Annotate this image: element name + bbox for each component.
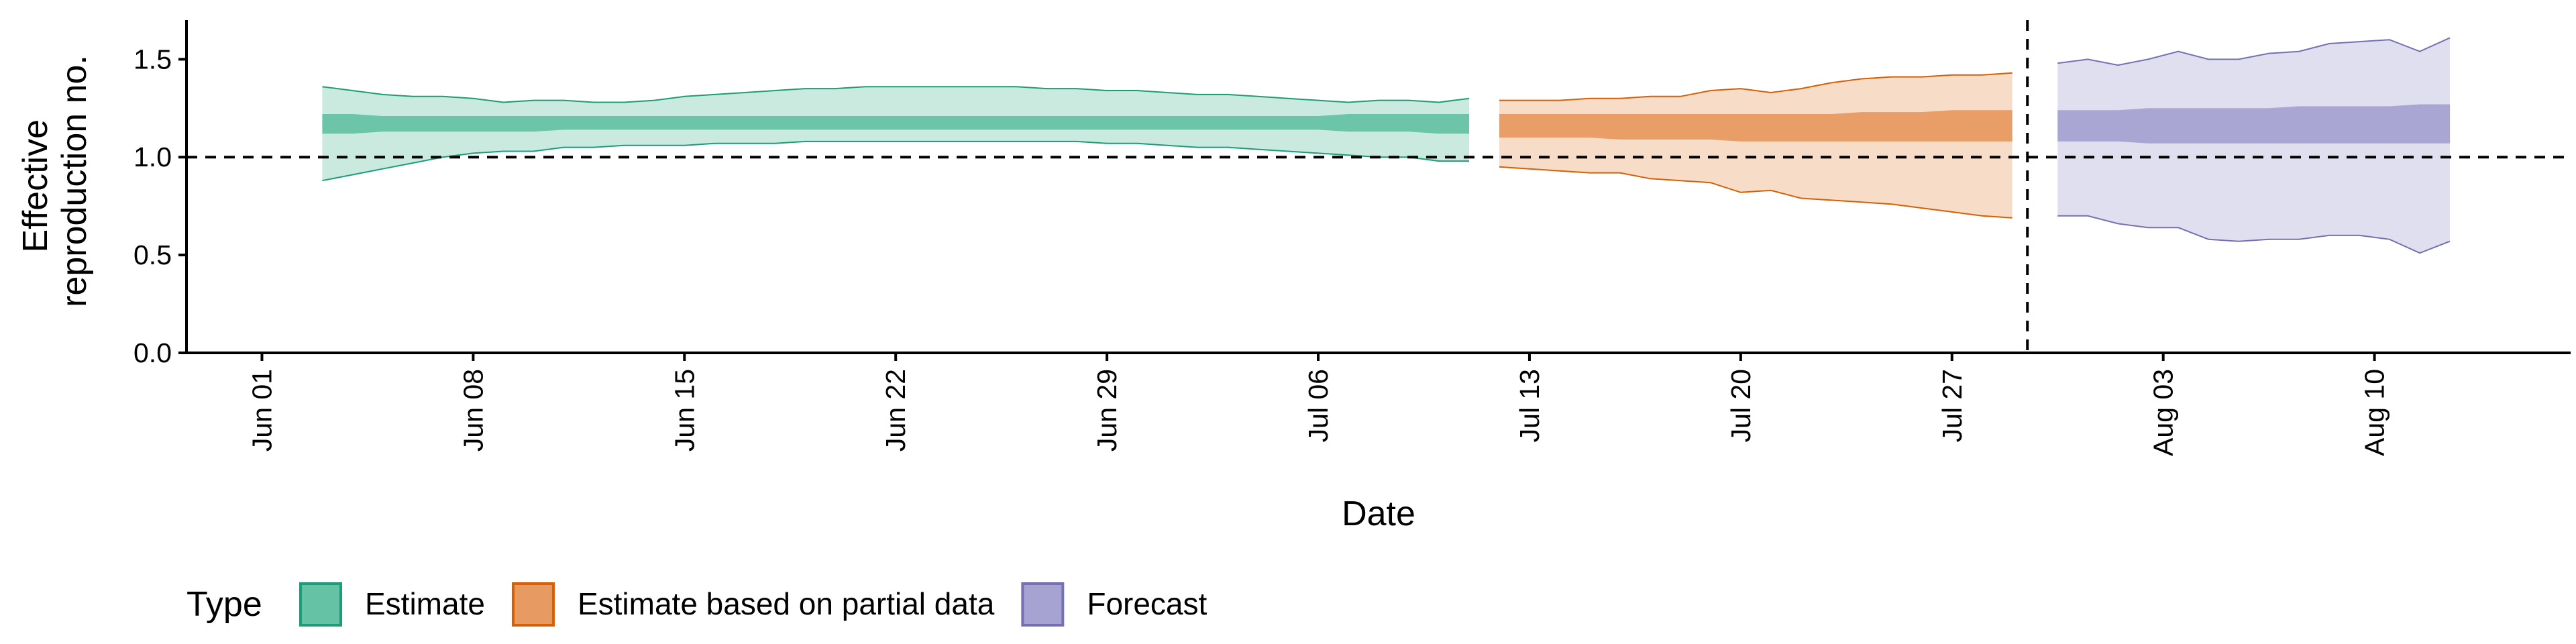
y-axis-title-line1: Effective	[16, 119, 55, 252]
y-tick-label: 1.0	[133, 142, 172, 172]
uncertainty-bands	[322, 38, 2450, 253]
x-tick-label: Jul 06	[1303, 369, 1334, 442]
legend-item-estimate: Estimate	[301, 584, 485, 625]
legend-label-estimate-based-on-partial-data: Estimate based on partial data	[578, 586, 995, 621]
legend-item-estimate-based-on-partial-data: Estimate based on partial data	[513, 584, 995, 625]
band-90-estimate-based-on-partial-data	[1499, 73, 2012, 218]
legend-label-estimate: Estimate	[365, 586, 485, 621]
plot-panel: 0.00.51.01.5 Jun 01 Jun 08 Jun 15 Jun 22 Jun…	[133, 20, 2571, 456]
x-axis-ticks: Jun 01 Jun 08 Jun 15 Jun 22 Jun 29 Jul 06 Jul …	[247, 353, 2390, 456]
legend-item-forecast: Forecast	[1022, 584, 1207, 625]
x-tick-label: Jul 13	[1514, 369, 1545, 442]
x-tick-label: Jun 29	[1091, 369, 1122, 451]
band-50-estimate-based-on-partial-data	[1499, 110, 2012, 142]
legend-label-forecast: Forecast	[1087, 586, 1207, 621]
legend-key-forecast	[1022, 584, 1063, 625]
x-axis-title: Date	[1342, 494, 1415, 533]
x-tick-label: Jun 22	[880, 369, 911, 451]
y-axis-title-line2: reproduction no.	[55, 55, 94, 307]
y-axis-title: Effective reproduction no.	[16, 55, 94, 307]
x-tick-label: Aug 10	[2359, 369, 2390, 456]
legend: Type Estimate Estimate based on partial d…	[186, 584, 1208, 625]
y-tick-label: 1.5	[133, 44, 172, 74]
y-tick-label: 0.0	[133, 337, 172, 368]
series-forecast	[2057, 38, 2450, 253]
series-estimate	[322, 87, 1469, 180]
band-50-forecast	[2057, 105, 2450, 144]
legend-items: Estimate Estimate based on partial data Fo…	[301, 584, 1208, 625]
series-estimate-based-on-partial-data	[1499, 73, 2012, 218]
x-tick-label: Aug 03	[2148, 369, 2179, 456]
x-tick-label: Jul 20	[1725, 369, 1756, 442]
x-tick-label: Jun 08	[458, 369, 488, 451]
x-tick-label: Jun 01	[247, 369, 278, 451]
band-90-forecast	[2057, 38, 2450, 253]
y-axis-ticks: 0.0 0.5 1.0 1.5	[133, 44, 186, 368]
y-tick-label: 0.5	[133, 239, 172, 270]
legend-title: Type	[186, 585, 262, 624]
legend-key-estimate	[301, 584, 341, 625]
x-tick-label: Jun 15	[669, 369, 700, 451]
x-tick-label: Jul 27	[1937, 369, 1968, 442]
legend-key-estimate-based-on-partial-data	[513, 584, 553, 625]
